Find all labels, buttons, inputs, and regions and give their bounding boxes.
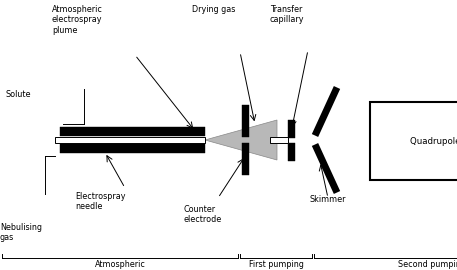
Text: Atmospheric
pressure: Atmospheric pressure <box>95 260 145 270</box>
Bar <box>55 137 205 143</box>
Bar <box>60 144 205 153</box>
Text: Skimmer: Skimmer <box>310 195 346 204</box>
Bar <box>370 102 457 180</box>
Bar <box>242 143 249 175</box>
Text: Atmospheric
electrospray
plume: Atmospheric electrospray plume <box>52 5 103 35</box>
Text: Transfer
capillary: Transfer capillary <box>270 5 304 24</box>
Bar <box>288 143 295 160</box>
Bar <box>288 120 295 137</box>
Bar <box>270 137 288 143</box>
Text: Electrospray
needle: Electrospray needle <box>75 192 126 211</box>
Text: Quadrupole analyser: Quadrupole analyser <box>410 137 457 146</box>
Text: First pumping
stage: First pumping stage <box>249 260 303 270</box>
Text: Solute: Solute <box>5 90 31 99</box>
Text: Nebulising
gas: Nebulising gas <box>0 223 42 242</box>
Polygon shape <box>205 120 277 160</box>
Bar <box>242 105 249 137</box>
Text: Drying gas: Drying gas <box>192 5 235 14</box>
Text: Second pumping
stage: Second pumping stage <box>398 260 457 270</box>
Bar <box>60 127 205 136</box>
Text: Counter
electrode: Counter electrode <box>184 205 222 224</box>
